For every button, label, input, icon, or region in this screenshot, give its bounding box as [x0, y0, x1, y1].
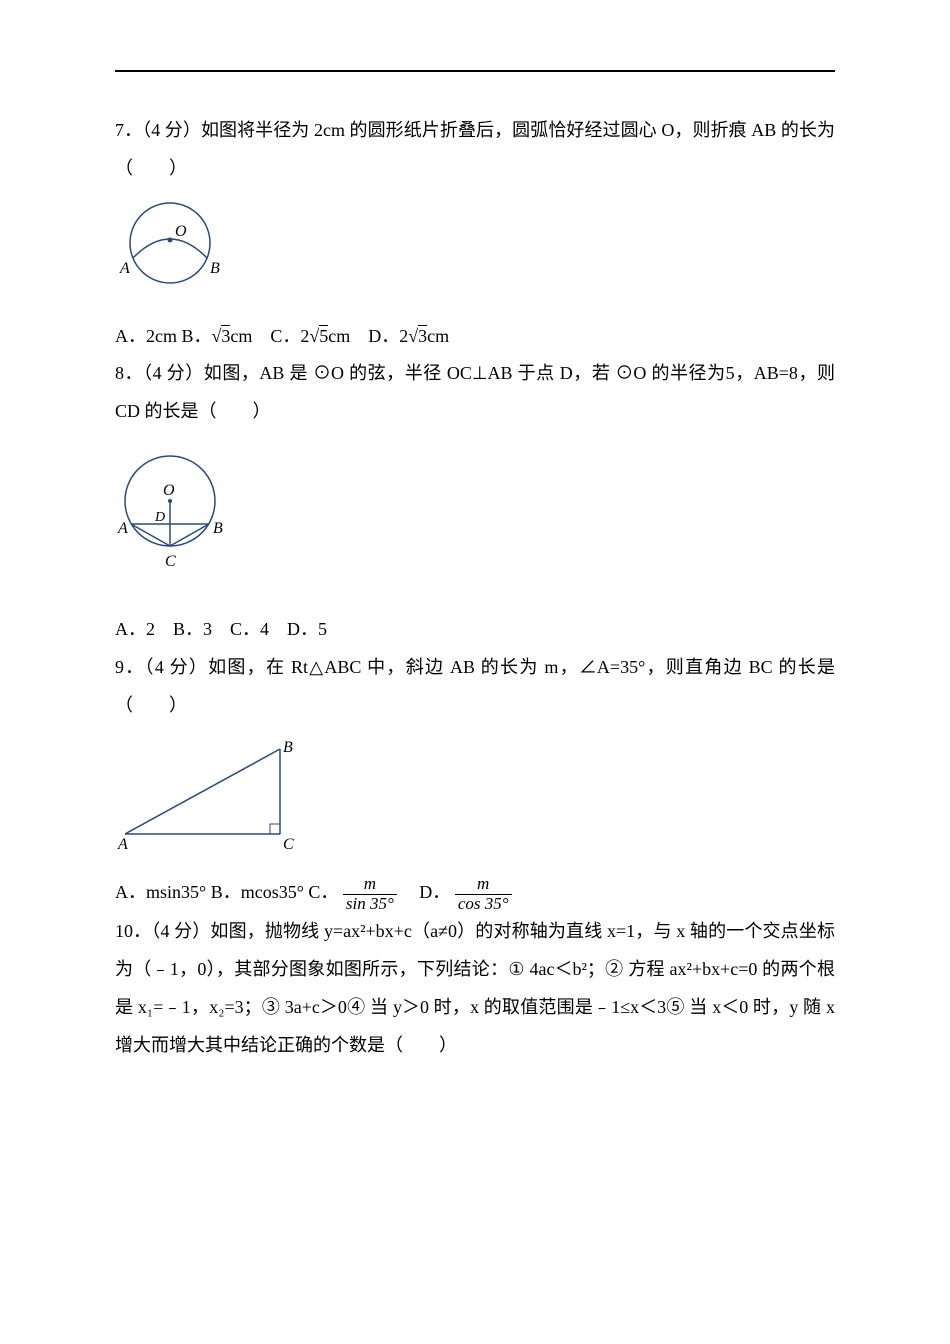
q9-fracC: m sin 35° — [343, 875, 397, 913]
q7-options: A．2cm B．√3cm C．2√5cm D．2√3cm — [115, 318, 835, 356]
q10-c3: ③ 3a+c＞0 — [262, 997, 347, 1017]
q10-text: 10．（4 分）如图，抛物线 y=ax²+bx+c（a≠0）的对称轴为直线 x=… — [115, 913, 835, 1064]
q10-c4: ④ 当 y＞0 时，x 的取值范围是﹣1≤x＜3 — [347, 997, 666, 1017]
label-A: A — [117, 836, 128, 853]
q9-fracC-num: m — [343, 875, 397, 895]
label-A: A — [117, 520, 128, 537]
q9-fracD: m cos 35° — [455, 875, 512, 913]
q9-fracD-den: cos 35° — [455, 895, 512, 914]
q9-optA: A．msin35° B．mcos35° C． — [115, 882, 338, 902]
label-A: A — [119, 260, 130, 277]
q8-figure: O D A B C — [115, 441, 835, 596]
q7-text: 7．（4 分）如图将半径为 2cm 的圆形纸片折叠后，圆弧恰好经过圆心 O，则折… — [115, 112, 835, 188]
q9-text: 9．（4 分）如图，在 Rt△ABC 中，斜边 AB 的长为 m，∠A=35°，… — [115, 649, 835, 725]
label-B: B — [213, 520, 223, 537]
label-B: B — [283, 739, 293, 756]
q10-c1: ① 4ac＜b²； — [508, 959, 605, 979]
q9-options: A．msin35° B．mcos35° C． m sin 35° D． m co… — [115, 874, 835, 913]
q7-optA-pre: A．2cm B． — [115, 326, 212, 346]
q7-optD-post: cm — [427, 326, 449, 346]
label-C: C — [283, 836, 294, 853]
label-C: C — [165, 553, 176, 570]
q8-text: 8．（4 分）如图，AB 是 ⊙O 的弦，半径 OC⊥AB 于点 D，若 ⊙O … — [115, 355, 835, 431]
header-rule — [115, 70, 835, 72]
q7-optA-post: cm C．2 — [230, 326, 309, 346]
label-D: D — [154, 510, 165, 525]
q9-fracD-num: m — [455, 875, 512, 895]
q9-mid: D． — [401, 882, 450, 902]
q9-fracC-den: sin 35° — [343, 895, 397, 914]
label-O: O — [163, 482, 175, 499]
q7-sqrtC: 5 — [319, 325, 328, 346]
q7-figure: O A B — [115, 198, 835, 303]
q7-sqrtD: 3 — [418, 325, 427, 346]
q8-options: A．2 B．3 C．4 D．5 — [115, 611, 835, 649]
label-B: B — [210, 260, 220, 277]
page-container: 7．（4 分）如图将半径为 2cm 的圆形纸片折叠后，圆弧恰好经过圆心 O，则折… — [0, 0, 950, 1344]
label-O: O — [175, 223, 187, 240]
q7-optC-post: cm D．2 — [328, 326, 408, 346]
q9-figure: A B C — [115, 734, 835, 859]
